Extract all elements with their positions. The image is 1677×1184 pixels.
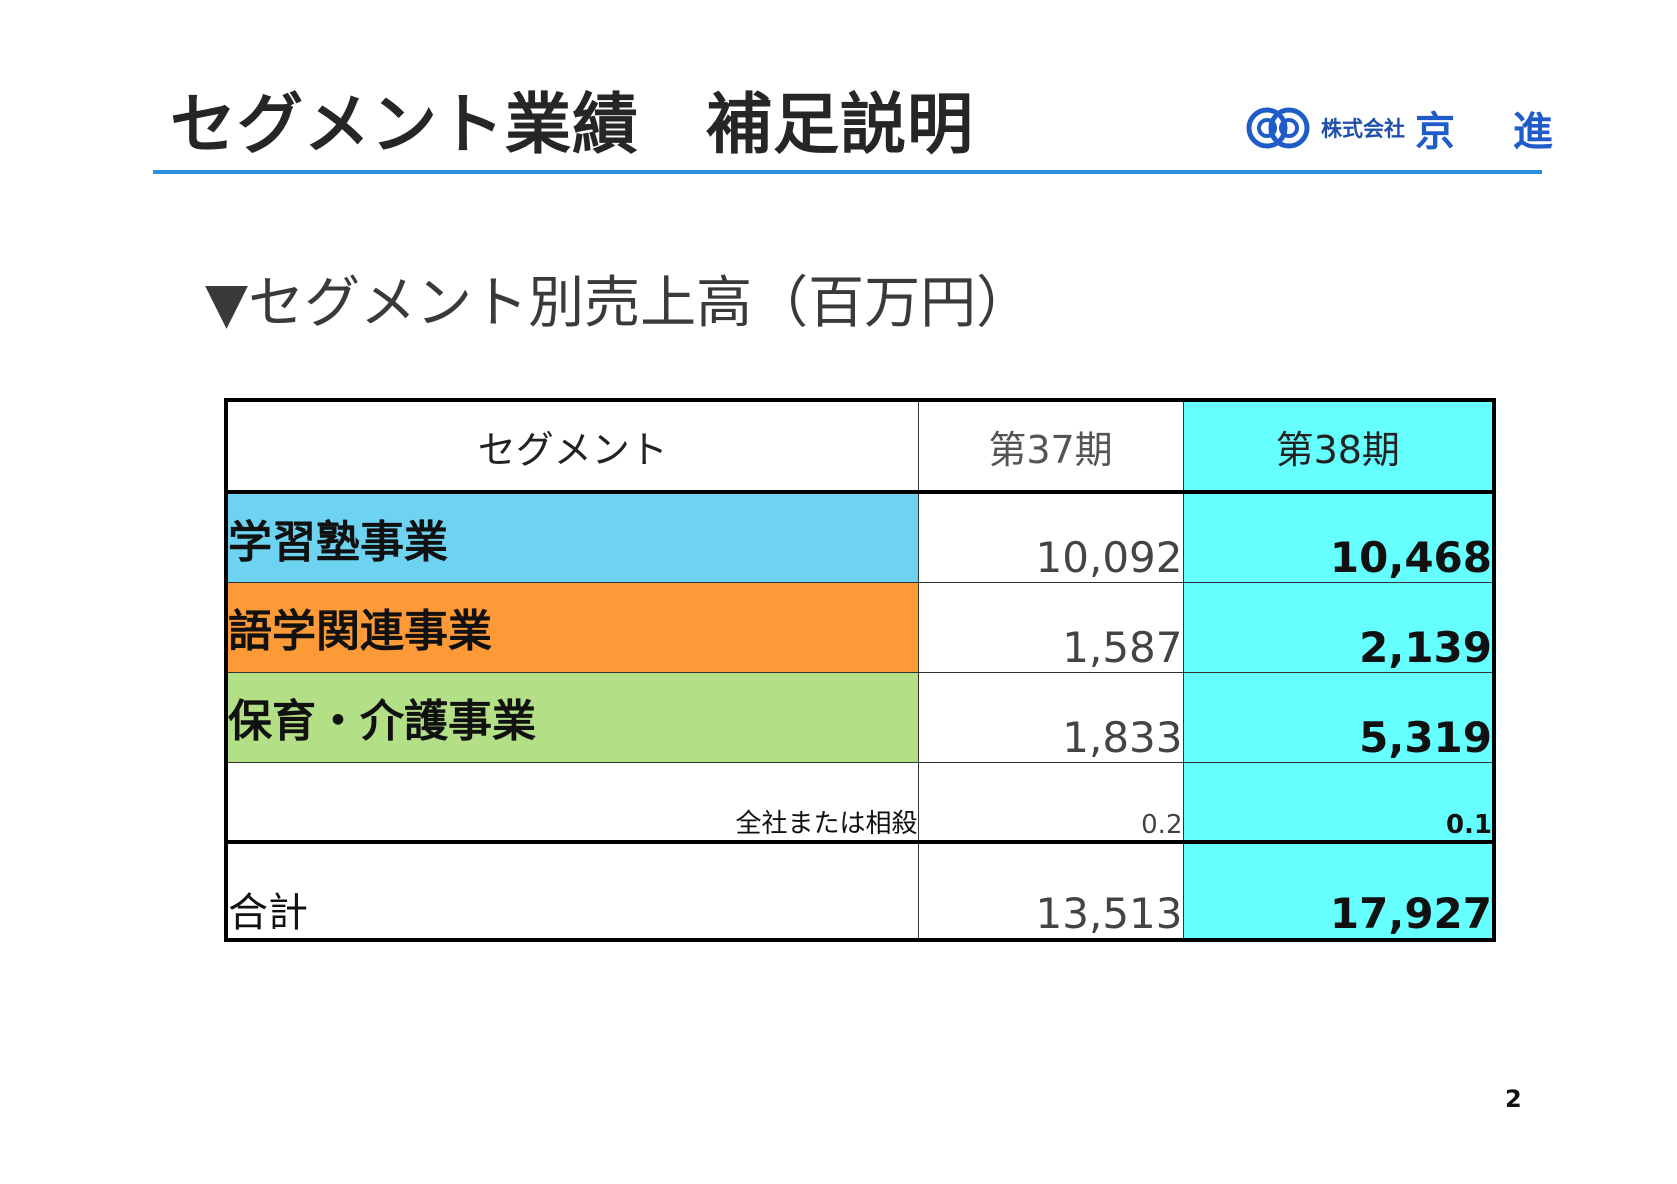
company-logo: 株式会社 京 進 [1245,103,1575,155]
section-heading: ▼セグメント別売上高（百万円） [205,271,1033,336]
column-header-segment: セグメント [225,399,919,494]
page-number: 2 [1505,1085,1522,1113]
total-value-period37: 13,513 [917,841,1184,941]
kyoshin-logo-icon [1246,107,1310,149]
adjustment-value-period37: 0.2 [917,761,1184,844]
segment-name-childcare-nursing: 保育・介護事業 [225,671,919,763]
logo-company-name: 京 進 [1415,109,1575,155]
segment-sales-table: セグメント 第37期 第38期 学習塾事業 10,092 10,468 語学関連… [224,398,1496,942]
table-header-row: セグメント 第37期 第38期 [225,399,1495,494]
adjustment-value-period38: 0.1 [1182,761,1495,844]
value-period37: 1,587 [917,581,1184,673]
total-row: 合計 13,513 17,927 [225,841,1495,941]
value-period38: 2,139 [1182,581,1495,673]
value-period38: 5,319 [1182,671,1495,763]
table-row: 語学関連事業 1,587 2,139 [225,581,1495,673]
segment-name-cram-school: 学習塾事業 [225,491,919,583]
segment-name-language: 語学関連事業 [225,581,919,673]
column-header-period37: 第37期 [917,399,1184,494]
logo-company-prefix: 株式会社 [1321,117,1405,141]
column-header-period38: 第38期 [1182,399,1495,494]
table-row: 保育・介護事業 1,833 5,319 [225,671,1495,763]
total-value-period38: 17,927 [1182,841,1495,941]
value-period37: 10,092 [917,491,1184,583]
slide-title: セグメント業績 補足説明 [170,86,974,163]
value-period38: 10,468 [1182,491,1495,583]
adjustment-label: 全社または相殺 [225,761,919,844]
adjustment-row: 全社または相殺 0.2 0.1 [225,761,1495,844]
total-label: 合計 [225,841,919,941]
title-divider [153,170,1542,174]
value-period37: 1,833 [917,671,1184,763]
table-row: 学習塾事業 10,092 10,468 [225,491,1495,583]
